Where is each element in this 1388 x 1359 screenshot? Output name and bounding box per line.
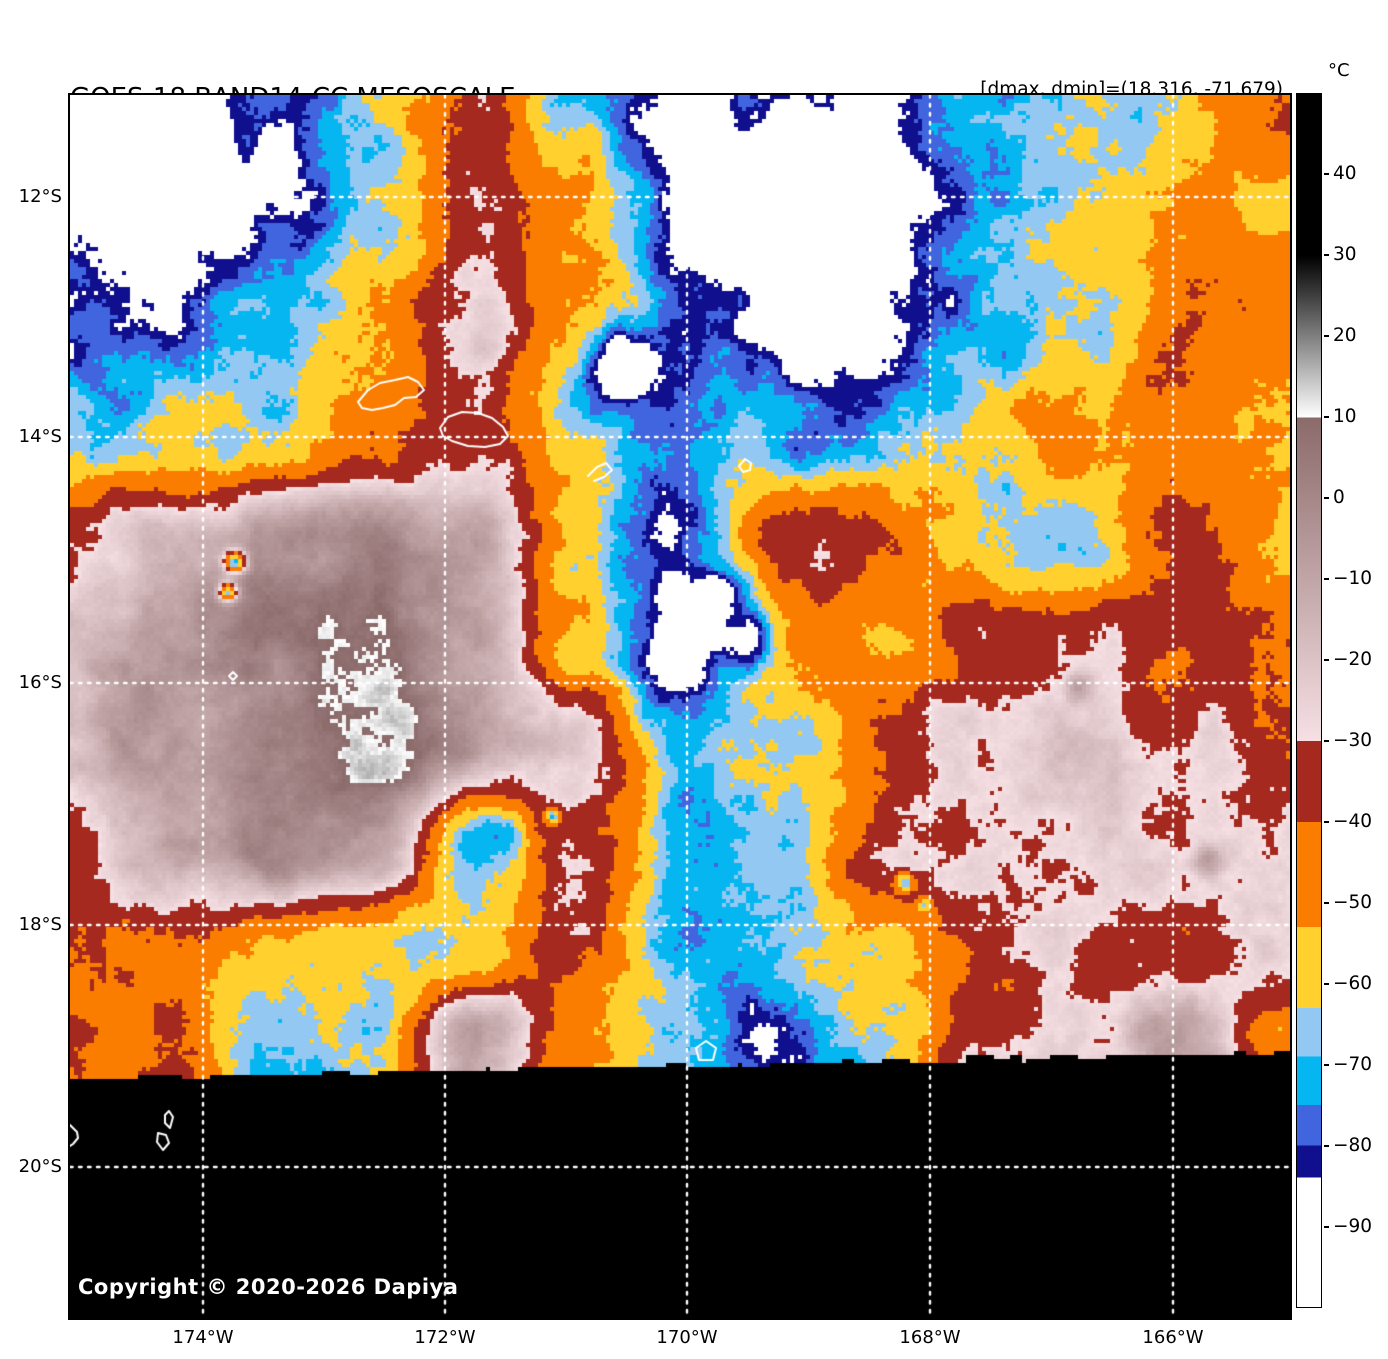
colorbar-tick-label-2: 20 (1333, 325, 1357, 346)
colorbar-tick-label-9: −50 (1333, 892, 1373, 913)
colorbar-tick-label-13: −90 (1333, 1216, 1373, 1237)
lat-tick-label-2: 16°S (18, 672, 62, 693)
map-frame: Copyright © 2020-2026 Dapiya (68, 93, 1292, 1320)
colorbar-tick-mark-13 (1324, 1226, 1329, 1228)
lat-tick-label-1: 14°S (18, 426, 62, 447)
colorbar-tick-mark-3 (1324, 416, 1329, 418)
colorbar-tick-label-0: 40 (1333, 163, 1357, 184)
colorbar-tick-mark-6 (1324, 659, 1329, 661)
lat-tick-label-4: 20°S (18, 1156, 62, 1177)
colorbar-tick-label-1: 30 (1333, 244, 1357, 265)
colorbar-tick-label-4: 0 (1333, 487, 1345, 508)
colorbar-tick-label-10: −60 (1333, 973, 1373, 994)
lon-tick-label-0: 174°W (172, 1327, 234, 1348)
colorbar-unit-label: °C (1328, 60, 1350, 81)
colorbar-tick-label-6: −20 (1333, 649, 1373, 670)
colorbar-tick-mark-11 (1324, 1064, 1329, 1066)
lon-tick-label-2: 170°W (656, 1327, 718, 1348)
colorbar-tick-mark-2 (1324, 335, 1329, 337)
colorbar-tick-mark-0 (1324, 173, 1329, 175)
copyright-label: Copyright © 2020-2026 Dapiya (78, 1275, 459, 1299)
colorbar-tick-mark-7 (1324, 740, 1329, 742)
colorbar-tick-mark-4 (1324, 497, 1329, 499)
satellite-map-canvas (70, 95, 1290, 1318)
lon-tick-label-3: 168°W (899, 1327, 961, 1348)
lat-tick-label-3: 18°S (18, 914, 62, 935)
colorbar-tick-label-3: 10 (1333, 406, 1357, 427)
lat-tick-label-0: 12°S (18, 186, 62, 207)
colorbar-gradient (1296, 93, 1322, 1308)
colorbar-tick-label-12: −80 (1333, 1135, 1373, 1156)
colorbar-tick-label-11: −70 (1333, 1054, 1373, 1075)
colorbar-tick-mark-1 (1324, 254, 1329, 256)
colorbar-tick-label-7: −30 (1333, 730, 1373, 751)
colorbar-tick-mark-12 (1324, 1145, 1329, 1147)
colorbar-tick-mark-10 (1324, 983, 1329, 985)
colorbar-tick-label-8: −40 (1333, 811, 1373, 832)
lon-tick-label-4: 166°W (1142, 1327, 1204, 1348)
colorbar-tick-mark-8 (1324, 821, 1329, 823)
colorbar-tick-mark-5 (1324, 578, 1329, 580)
lon-tick-label-1: 172°W (414, 1327, 476, 1348)
colorbar-tick-mark-9 (1324, 902, 1329, 904)
colorbar-tick-label-5: −10 (1333, 568, 1373, 589)
